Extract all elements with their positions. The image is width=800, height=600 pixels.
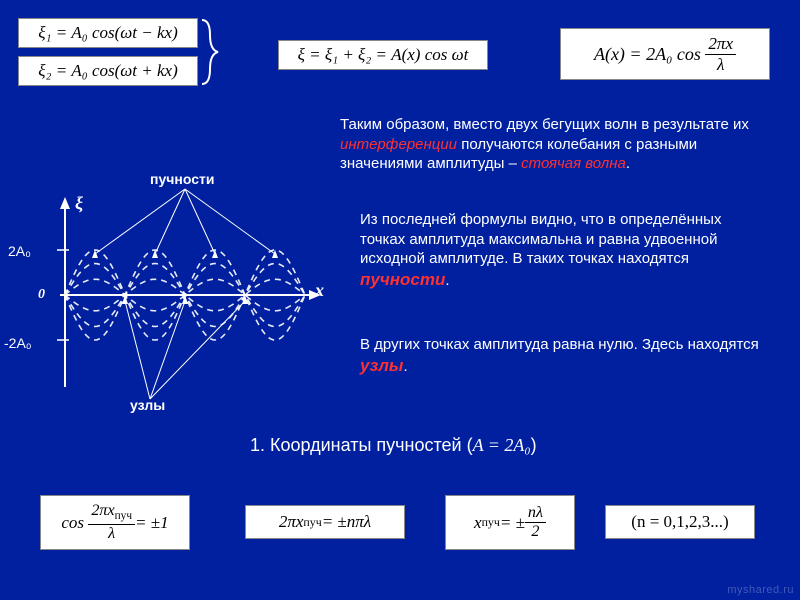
- formula-cos-eq: cos 2πxпучλ = ±1: [40, 495, 190, 550]
- watermark: myshared.ru: [727, 584, 794, 596]
- paragraph-2: Из последней формулы видно, что в опреде…: [360, 210, 770, 291]
- label-neg-amp: -2A₀: [4, 335, 32, 351]
- label-pos-amp: 2A₀: [8, 243, 31, 259]
- paragraph-1: Таким образом, вместо двух бегущих волн …: [340, 115, 770, 174]
- formula-sum: ξ = ξ₁ + ξ₂ = A(x) cos ωt: [278, 40, 488, 70]
- wave-svg: [20, 175, 320, 415]
- term-nodes: узлы: [360, 356, 403, 375]
- formula-amplitude-prefix: A(x) = 2A₀ cos: [594, 44, 701, 65]
- formula-xi1: ξ₁ = A₀ cos(ωt − kx): [18, 18, 198, 48]
- formula-amplitude: A(x) = 2A₀ cos 2πx λ: [560, 28, 770, 80]
- formula-2pix: 2πxпуч = ±nπλ: [245, 505, 405, 539]
- axis-xi: ξ: [75, 193, 83, 214]
- axis-x: x: [315, 280, 324, 301]
- section-title: 1. Координаты пучностей (A = 2A₀): [250, 435, 537, 456]
- formula-xi2: ξ₂ = A₀ cos(ωt + kx): [18, 56, 198, 86]
- term-standing-wave: стоячая волна: [521, 155, 626, 172]
- formula-amplitude-frac: 2πx λ: [705, 35, 736, 72]
- term-antinodes: пучности: [360, 270, 445, 289]
- curly-bracket: [200, 18, 220, 86]
- formula-xpuch: xпуч = ±nλ2: [445, 495, 575, 550]
- term-interference: интерференции: [340, 136, 457, 153]
- paragraph-3: В других точках амплитуда равна нулю. Зд…: [360, 335, 770, 377]
- axis-zero: 0: [38, 287, 45, 303]
- formula-pair-xi: ξ₁ = A₀ cos(ωt − kx) ξ₂ = A₀ cos(ωt + kx…: [18, 18, 198, 94]
- label-antinodes: пучности: [150, 171, 214, 187]
- label-nodes: узлы: [130, 397, 165, 413]
- formula-n-values: (n = 0,1,2,3...): [605, 505, 755, 539]
- standing-wave-diagram: пучности узлы ξ x 0 2A₀ -2A₀: [20, 175, 320, 415]
